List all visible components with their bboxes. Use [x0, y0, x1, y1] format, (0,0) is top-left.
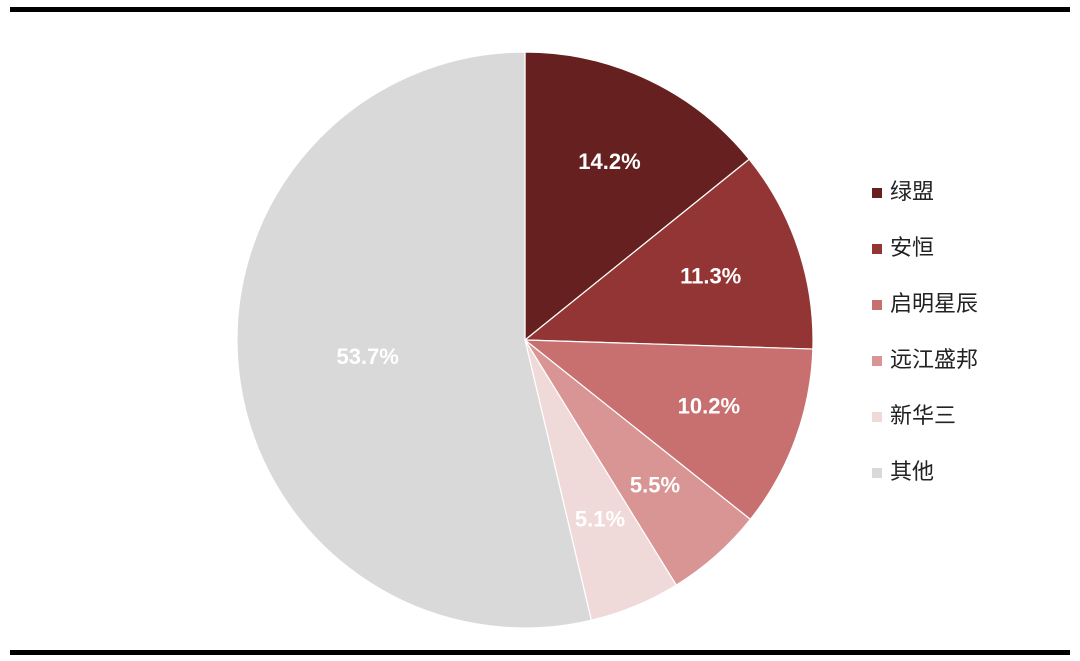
legend-label: 启明星辰 — [890, 292, 978, 317]
legend-label: 其他 — [890, 460, 934, 485]
data-label: 5.5% — [630, 472, 680, 497]
data-label: 5.1% — [575, 507, 625, 532]
legend-swatch — [872, 468, 882, 478]
legend-swatch — [872, 188, 882, 198]
pie-slice — [523, 158, 814, 350]
data-label: 11.3% — [680, 264, 741, 289]
pie-slice — [524, 51, 751, 342]
pie-slice — [523, 339, 814, 521]
data-label: 53.7% — [336, 344, 398, 369]
pie-slice — [236, 51, 593, 629]
legend-swatch — [872, 412, 882, 422]
data-label: 14.2% — [578, 149, 640, 174]
legend-swatch — [872, 300, 882, 310]
legend-label: 新华三 — [890, 404, 956, 429]
legend-label: 远江盛邦 — [890, 348, 978, 373]
legend-label: 安恒 — [890, 236, 934, 261]
legend-swatch — [872, 244, 882, 254]
top-rule — [10, 7, 1070, 12]
legend-swatch — [872, 356, 882, 366]
bottom-rule — [10, 650, 1070, 655]
legend-label: 绿盟 — [890, 180, 934, 205]
data-label: 10.2% — [678, 393, 740, 418]
